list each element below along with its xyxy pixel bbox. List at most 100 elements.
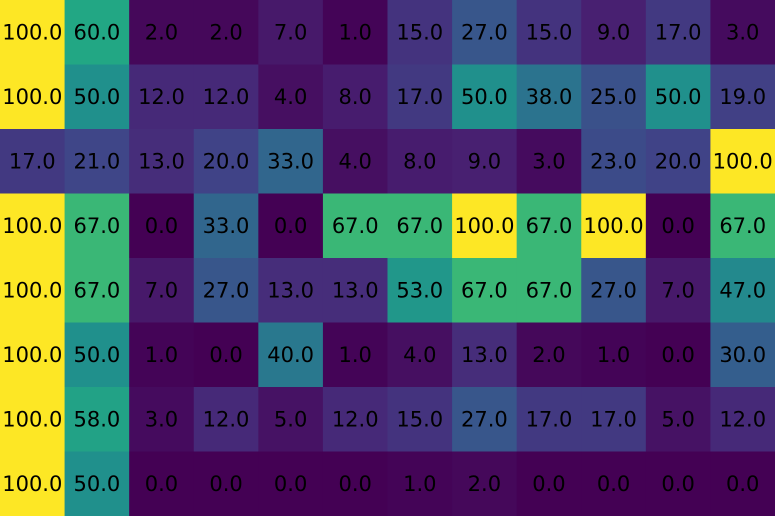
heatmap-cell xyxy=(64,193,130,259)
heatmap-cell-label: 2.0 xyxy=(209,20,242,44)
heatmap-cell-label: 100.0 xyxy=(713,149,773,173)
heatmap-cell-label: 0.0 xyxy=(726,472,759,496)
heatmap-cell xyxy=(0,129,66,194)
heatmap-cell-label: 100.0 xyxy=(2,85,62,109)
heatmap-cell-label: 4.0 xyxy=(339,149,372,173)
heatmap-cell xyxy=(710,387,775,452)
heatmap-cell xyxy=(452,0,518,65)
heatmap-cell-label: 33.0 xyxy=(267,149,314,173)
heatmap-cell xyxy=(258,0,324,65)
heatmap-cell-label: 4.0 xyxy=(274,85,307,109)
heatmap-cell xyxy=(0,193,66,259)
heatmap-cell-label: 1.0 xyxy=(145,343,178,367)
heatmap-cell-label: 67.0 xyxy=(332,214,379,238)
heatmap-cell-label: 17.0 xyxy=(526,407,573,431)
heatmap-cell-label: 67.0 xyxy=(526,278,573,302)
heatmap-cell-label: 0.0 xyxy=(339,472,372,496)
heatmap-cell-label: 0.0 xyxy=(145,472,178,496)
heatmap-cell-label: 27.0 xyxy=(461,20,508,44)
heatmap-cell-label: 67.0 xyxy=(73,278,120,302)
heatmap-cell xyxy=(193,0,259,65)
heatmap-cell xyxy=(0,258,66,323)
heatmap-cell-label: 12.0 xyxy=(719,407,766,431)
heatmap-cell-label: 17.0 xyxy=(9,149,56,173)
heatmap-cell-label: 23.0 xyxy=(590,149,637,173)
heatmap-cell xyxy=(193,322,259,388)
heatmap-cell-label: 1.0 xyxy=(339,343,372,367)
heatmap-cell xyxy=(322,451,388,516)
heatmap-cell-label: 67.0 xyxy=(73,214,120,238)
heatmap-cell xyxy=(581,322,647,388)
heatmap-cell-label: 12.0 xyxy=(203,407,250,431)
heatmap-cell xyxy=(0,387,66,452)
heatmap-cell xyxy=(710,451,775,516)
heatmap-cell-label: 100.0 xyxy=(2,472,62,496)
heatmap-cell-label: 100.0 xyxy=(2,20,62,44)
heatmap-cell xyxy=(0,322,66,388)
heatmap-cell xyxy=(452,129,518,194)
heatmap-cell xyxy=(581,451,647,516)
heatmap-cell-label: 100.0 xyxy=(454,214,514,238)
heatmap-cell-label: 0.0 xyxy=(597,472,630,496)
heatmap-cell-label: 0.0 xyxy=(661,472,694,496)
heatmap-cell xyxy=(581,64,647,130)
heatmap-cell xyxy=(129,64,195,130)
heatmap-cell xyxy=(258,451,324,516)
heatmap-cell-label: 17.0 xyxy=(655,20,702,44)
heatmap-cell-label: 40.0 xyxy=(267,343,314,367)
heatmap-cell-label: 0.0 xyxy=(145,214,178,238)
heatmap-cell-label: 27.0 xyxy=(461,407,508,431)
heatmap-cell xyxy=(581,387,647,452)
heatmap-cell-label: 2.0 xyxy=(468,472,501,496)
heatmap-cell-label: 38.0 xyxy=(526,85,573,109)
heatmap-cell-label: 7.0 xyxy=(661,278,694,302)
heatmap-cell-label: 3.0 xyxy=(532,149,565,173)
heatmap-cell xyxy=(516,64,582,130)
heatmap-cell-label: 1.0 xyxy=(403,472,436,496)
heatmap-cell-label: 100.0 xyxy=(2,278,62,302)
heatmap-cell xyxy=(64,258,130,323)
heatmap-cell xyxy=(581,193,647,259)
heatmap-cell-label: 12.0 xyxy=(138,85,185,109)
heatmap-cell-label: 50.0 xyxy=(461,85,508,109)
heatmap-cell xyxy=(645,387,711,452)
heatmap-cell-label: 20.0 xyxy=(655,149,702,173)
heatmap-cell xyxy=(129,0,195,65)
heatmap-cell-label: 67.0 xyxy=(526,214,573,238)
heatmap-cell-label: 33.0 xyxy=(203,214,250,238)
heatmap-cell xyxy=(387,258,453,323)
heatmap-cell-label: 0.0 xyxy=(532,472,565,496)
heatmap-cell-label: 1.0 xyxy=(339,20,372,44)
heatmap-cell xyxy=(710,258,775,323)
heatmap-cell-label: 13.0 xyxy=(267,278,314,302)
heatmap-cell xyxy=(387,193,453,259)
heatmap-cell xyxy=(64,0,130,65)
heatmap-cell xyxy=(129,258,195,323)
heatmap-cell xyxy=(193,129,259,194)
heatmap-cell xyxy=(193,64,259,130)
heatmap-cell-label: 15.0 xyxy=(396,20,443,44)
heatmap-cell-label: 0.0 xyxy=(274,214,307,238)
heatmap-cell xyxy=(322,64,388,130)
heatmap-cell xyxy=(581,129,647,194)
heatmap-cell-label: 50.0 xyxy=(655,85,702,109)
heatmap-cell-label: 67.0 xyxy=(396,214,443,238)
heatmap-cell-label: 100.0 xyxy=(2,214,62,238)
heatmap-cell xyxy=(0,451,66,516)
heatmap-cell xyxy=(645,193,711,259)
heatmap-cell xyxy=(387,322,453,388)
heatmap-cell-label: 20.0 xyxy=(203,149,250,173)
heatmap-cell xyxy=(64,451,130,516)
heatmap-cell xyxy=(452,64,518,130)
heatmap-cell xyxy=(452,451,518,516)
heatmap-cell xyxy=(129,129,195,194)
heatmap-cell xyxy=(516,0,582,65)
heatmap-cell-label: 13.0 xyxy=(461,343,508,367)
heatmap-cell-label: 15.0 xyxy=(396,407,443,431)
heatmap-cell-label: 5.0 xyxy=(274,407,307,431)
heatmap-cell xyxy=(193,193,259,259)
heatmap-cell xyxy=(452,387,518,452)
heatmap-cell xyxy=(193,387,259,452)
heatmap-cell xyxy=(258,129,324,194)
